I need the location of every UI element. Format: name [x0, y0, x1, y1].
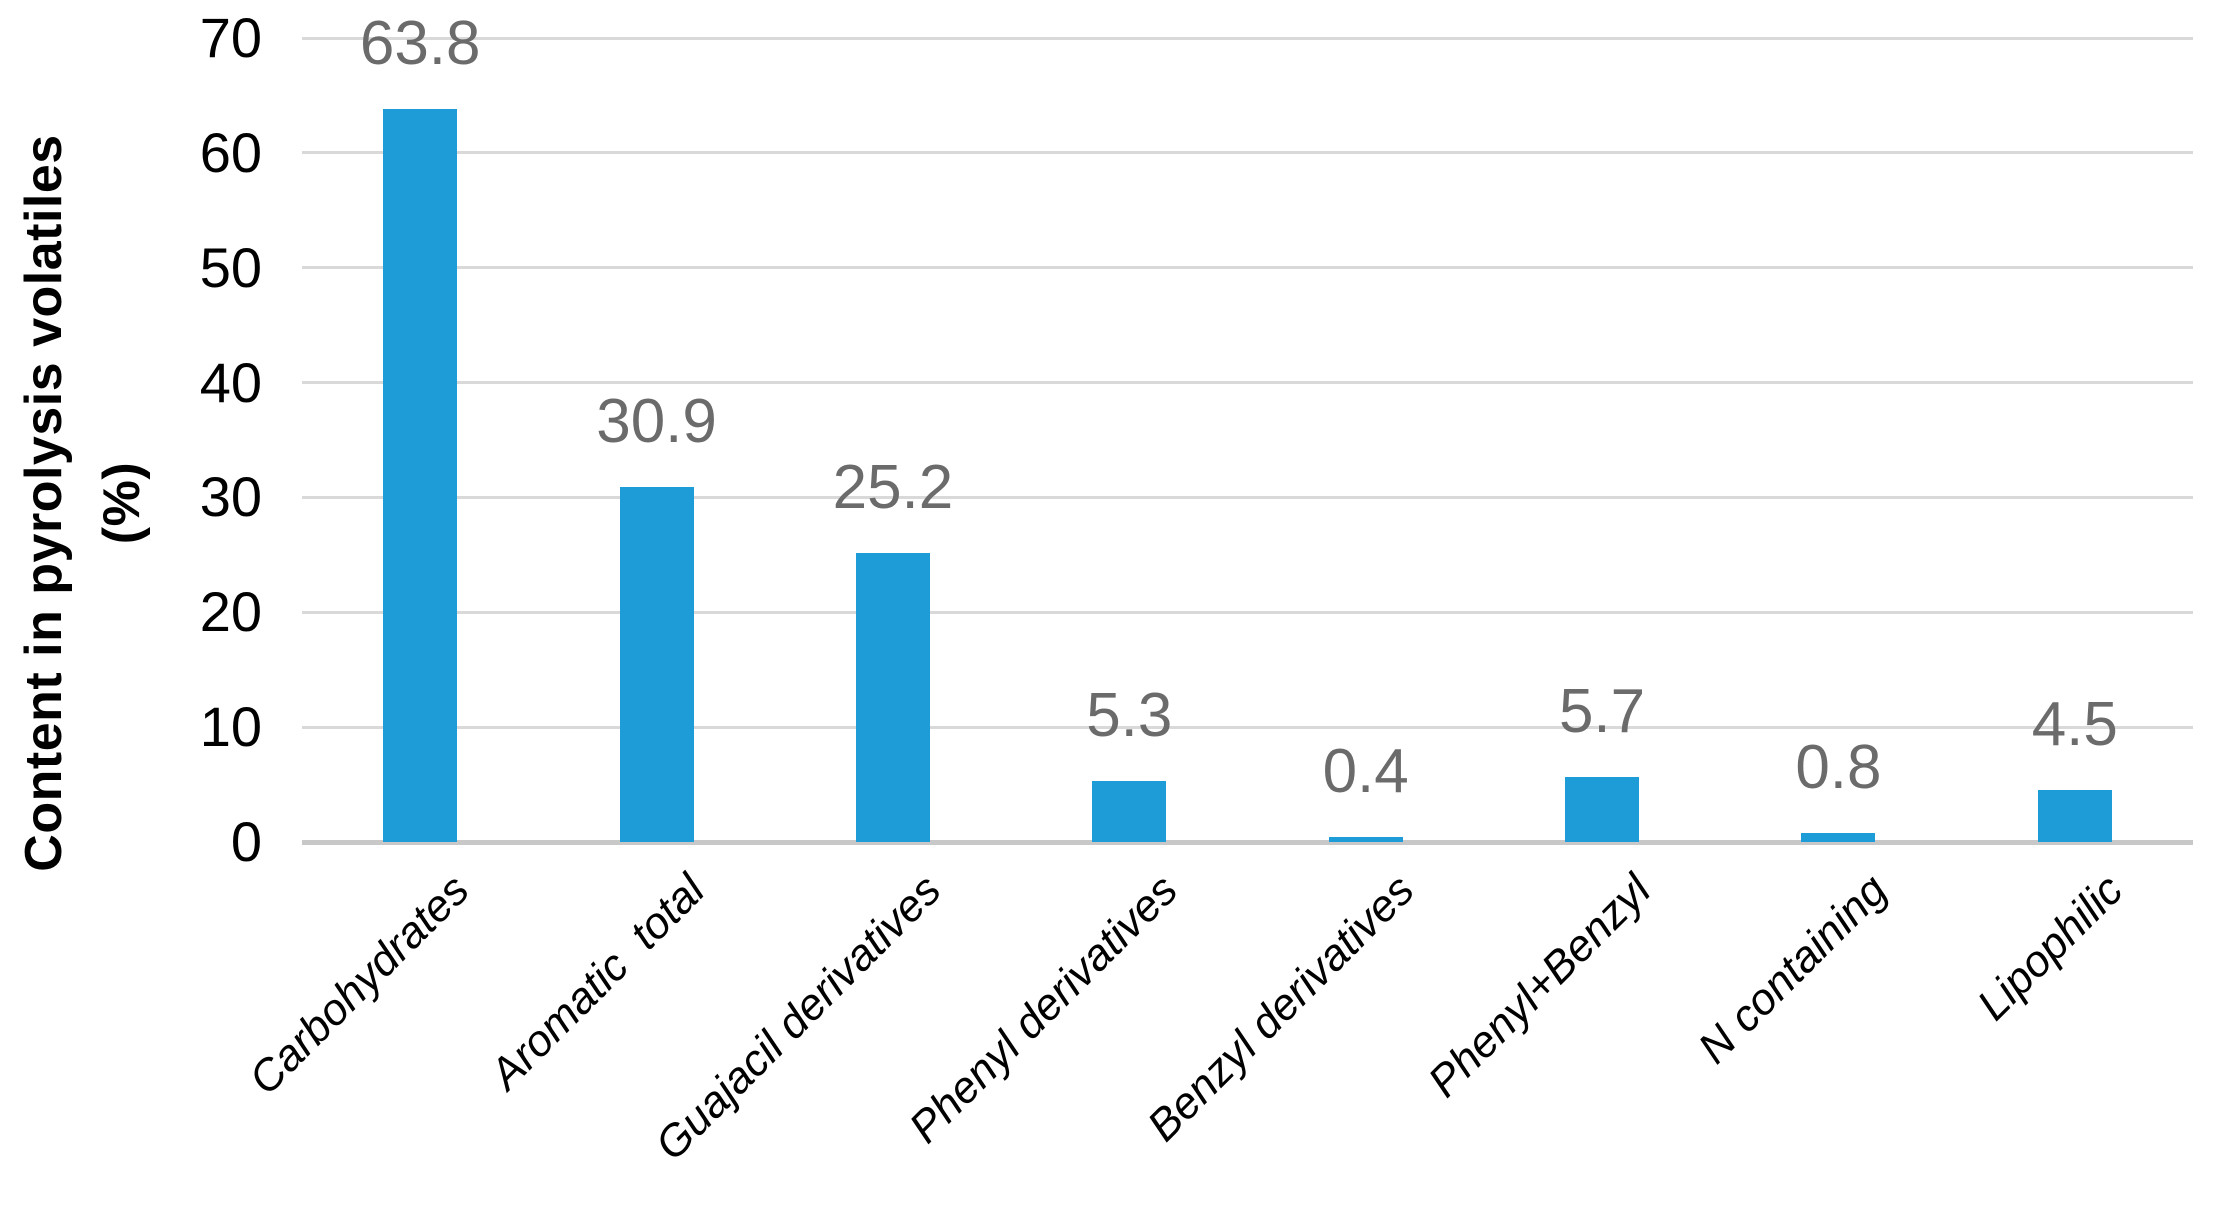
y-tick-label-0: 0: [230, 810, 262, 873]
gridline-30: [302, 495, 2193, 499]
data-label: 30.9: [596, 387, 717, 457]
gridline-40: [302, 381, 2193, 385]
bar-n-containing: [1801, 832, 1876, 842]
x-category-label: Phenyl+Benzyl: [1418, 865, 1661, 1107]
y-axis-title-line1: Content in pyrolysis volatiles: [15, 134, 73, 872]
gridline-20: [302, 610, 2193, 614]
y-tick-label-50: 50: [199, 235, 262, 299]
data-label: 5.7: [1558, 676, 1646, 746]
data-label: 25.2: [832, 452, 954, 522]
bar-benzyl-derivatives: [1328, 837, 1403, 842]
data-label: 5.3: [1086, 681, 1173, 751]
data-label: 63.8: [359, 9, 481, 79]
bar-lipophilic: [2037, 790, 2112, 842]
y-tick-label-60: 60: [199, 120, 262, 184]
x-category-label: Lipophilic: [1968, 865, 2133, 1030]
bar-carbohydrates: [383, 109, 458, 842]
x-category-label: Carbohydrates: [239, 865, 479, 1105]
y-tick-label-20: 20: [199, 580, 262, 644]
bar-phenyl-derivatives: [1092, 781, 1167, 842]
data-label: 0.4: [1322, 737, 1409, 807]
y-axis-title-line2: (%): [93, 461, 151, 545]
y-tick-label-30: 30: [199, 465, 262, 529]
x-category-label: Benzyl derivatives: [1138, 865, 1424, 1151]
plot-area: 63.8 30.9 25.2 5.3 0.4 5.7 0.8 4.5: [302, 13, 2193, 845]
data-label: 0.8: [1795, 732, 1882, 802]
gridline-10: [302, 725, 2193, 729]
bar-guajacil-derivatives: [855, 552, 930, 842]
x-category-label: Aromatic total: [481, 865, 715, 1099]
y-axis-title: Content in pyrolysis volatiles (%): [5, 53, 165, 953]
gridline-70: [302, 36, 2193, 40]
x-category-label: N containing: [1688, 865, 1897, 1073]
bar-aromatic-total: [619, 487, 694, 842]
gridline-50: [302, 266, 2193, 270]
bar-phenyl+benzyl: [1565, 776, 1640, 842]
x-axis-line: [302, 840, 2193, 845]
gridline-60: [302, 151, 2193, 155]
y-tick-label-10: 10: [199, 695, 262, 759]
y-tick-label-40: 40: [199, 350, 262, 414]
data-label: 4.5: [2031, 690, 2118, 760]
y-tick-label-70: 70: [199, 6, 262, 69]
